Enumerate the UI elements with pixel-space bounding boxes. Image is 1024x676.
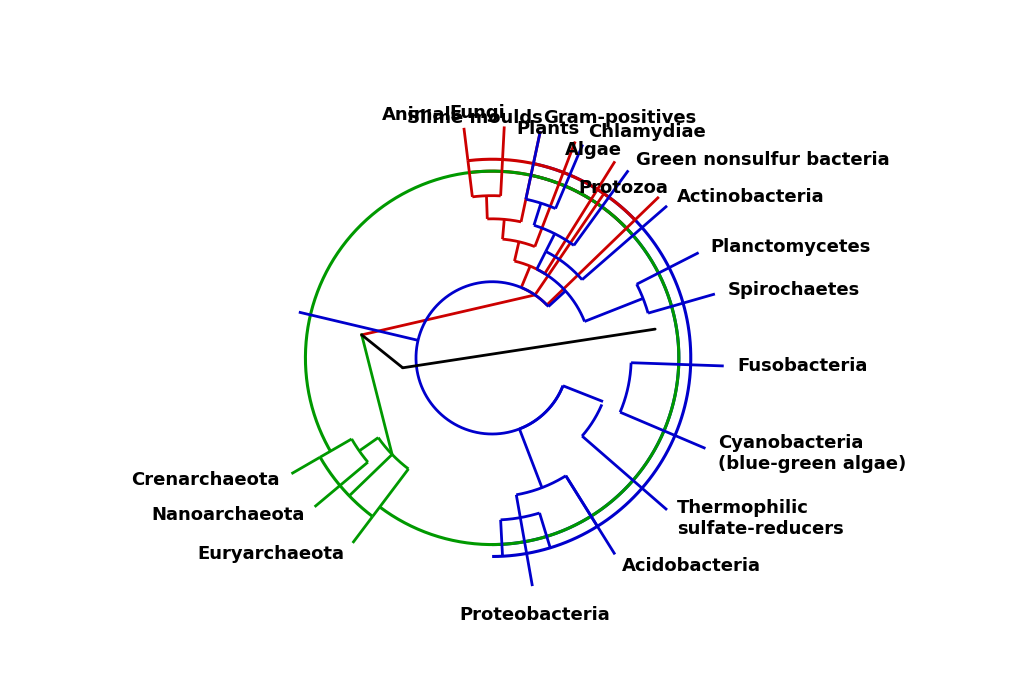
Text: Chlamydiae: Chlamydiae xyxy=(588,123,706,141)
Text: Green nonsulfur bacteria: Green nonsulfur bacteria xyxy=(636,151,890,169)
Text: Proteobacteria: Proteobacteria xyxy=(460,606,610,624)
Text: Acidobacteria: Acidobacteria xyxy=(622,556,761,575)
Text: Animals: Animals xyxy=(382,105,462,124)
Text: Algae: Algae xyxy=(565,141,622,159)
Text: Protozoa: Protozoa xyxy=(579,178,669,197)
Text: Nanoarchaeota: Nanoarchaeota xyxy=(152,506,304,525)
Text: Cyanobacteria
(blue-green algae): Cyanobacteria (blue-green algae) xyxy=(718,434,906,473)
Text: Planctomycetes: Planctomycetes xyxy=(711,238,870,256)
Text: Slime moulds: Slime moulds xyxy=(408,110,543,127)
Text: Crenarchaeota: Crenarchaeota xyxy=(131,471,280,489)
Text: Gram-positives: Gram-positives xyxy=(543,110,696,127)
Text: Fungi: Fungi xyxy=(450,104,505,122)
Text: Spirochaetes: Spirochaetes xyxy=(728,281,860,299)
Text: Euryarchaeota: Euryarchaeota xyxy=(198,544,345,562)
Text: Plants: Plants xyxy=(517,120,580,138)
Text: Fusobacteria: Fusobacteria xyxy=(737,358,867,375)
Text: Actinobacteria: Actinobacteria xyxy=(677,188,824,206)
Text: Thermophilic
sulfate-reducers: Thermophilic sulfate-reducers xyxy=(677,499,844,538)
